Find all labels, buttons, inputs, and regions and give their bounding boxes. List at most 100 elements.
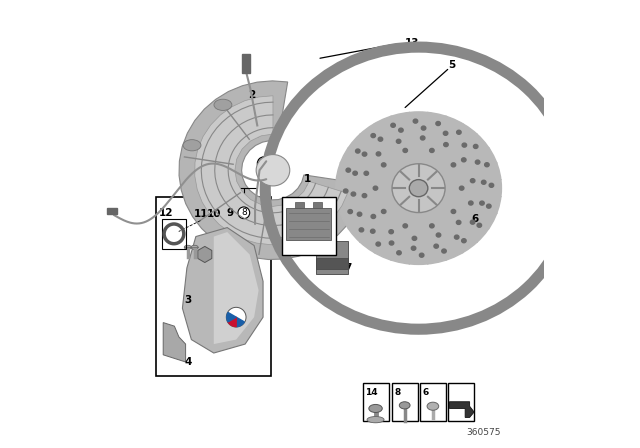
Ellipse shape — [369, 405, 382, 413]
Ellipse shape — [476, 160, 480, 164]
Polygon shape — [348, 219, 358, 233]
Polygon shape — [385, 116, 401, 124]
Ellipse shape — [389, 241, 394, 245]
Polygon shape — [452, 123, 467, 133]
Ellipse shape — [399, 402, 410, 409]
Text: 3: 3 — [184, 295, 191, 305]
Ellipse shape — [256, 155, 290, 186]
Ellipse shape — [348, 210, 353, 214]
FancyBboxPatch shape — [316, 258, 348, 269]
Ellipse shape — [460, 186, 464, 190]
Polygon shape — [488, 204, 497, 219]
Circle shape — [168, 228, 179, 239]
Polygon shape — [436, 116, 452, 124]
Ellipse shape — [359, 228, 364, 232]
FancyBboxPatch shape — [287, 208, 332, 240]
Polygon shape — [371, 244, 385, 254]
Ellipse shape — [346, 168, 351, 172]
Ellipse shape — [436, 121, 440, 125]
Ellipse shape — [389, 230, 394, 234]
Polygon shape — [436, 252, 452, 261]
Ellipse shape — [381, 163, 386, 167]
Text: 8: 8 — [241, 208, 246, 217]
Ellipse shape — [351, 192, 356, 196]
Text: 14: 14 — [259, 159, 269, 168]
Ellipse shape — [462, 143, 467, 147]
Ellipse shape — [183, 140, 201, 151]
Text: 13: 13 — [404, 38, 419, 47]
FancyBboxPatch shape — [392, 383, 418, 421]
Ellipse shape — [434, 244, 438, 248]
Ellipse shape — [429, 148, 434, 152]
Ellipse shape — [214, 99, 232, 110]
Polygon shape — [401, 257, 419, 265]
Ellipse shape — [451, 163, 456, 167]
Polygon shape — [358, 133, 371, 144]
Ellipse shape — [344, 189, 348, 193]
Ellipse shape — [371, 134, 376, 138]
Ellipse shape — [371, 229, 375, 233]
Ellipse shape — [420, 136, 425, 140]
Ellipse shape — [442, 249, 446, 253]
Ellipse shape — [484, 163, 489, 167]
Ellipse shape — [470, 179, 475, 183]
Bar — [243, 54, 250, 73]
Ellipse shape — [191, 246, 198, 249]
Polygon shape — [179, 81, 366, 259]
Ellipse shape — [396, 139, 401, 143]
Ellipse shape — [367, 417, 384, 423]
Text: 2: 2 — [248, 90, 255, 100]
Polygon shape — [419, 112, 436, 119]
Text: 7: 7 — [344, 263, 351, 273]
Ellipse shape — [373, 186, 378, 190]
Ellipse shape — [444, 142, 448, 146]
Polygon shape — [419, 257, 436, 265]
Text: 6: 6 — [422, 388, 429, 397]
Text: 11: 11 — [194, 209, 209, 219]
Ellipse shape — [412, 246, 416, 250]
Polygon shape — [348, 144, 358, 157]
Polygon shape — [214, 232, 259, 344]
Ellipse shape — [371, 215, 376, 219]
Polygon shape — [449, 402, 474, 418]
Ellipse shape — [429, 224, 434, 228]
Ellipse shape — [444, 131, 448, 135]
Ellipse shape — [342, 190, 495, 209]
FancyBboxPatch shape — [448, 383, 474, 421]
Text: 6: 6 — [472, 214, 479, 224]
Ellipse shape — [461, 158, 466, 162]
Text: 14: 14 — [365, 388, 378, 397]
Ellipse shape — [399, 128, 403, 132]
FancyBboxPatch shape — [157, 197, 271, 376]
Text: 9: 9 — [227, 208, 234, 218]
Text: 8: 8 — [394, 388, 401, 397]
Polygon shape — [467, 133, 479, 144]
Polygon shape — [493, 188, 502, 204]
Polygon shape — [452, 244, 467, 254]
Ellipse shape — [457, 130, 461, 134]
Bar — [108, 208, 117, 214]
Ellipse shape — [480, 201, 484, 205]
Polygon shape — [479, 144, 490, 157]
Polygon shape — [163, 323, 186, 362]
Polygon shape — [340, 204, 349, 219]
Text: 5: 5 — [449, 60, 456, 70]
FancyBboxPatch shape — [314, 202, 323, 208]
Polygon shape — [335, 188, 344, 204]
Polygon shape — [493, 172, 502, 188]
Polygon shape — [195, 96, 348, 245]
Polygon shape — [479, 219, 490, 233]
FancyBboxPatch shape — [316, 241, 348, 274]
Ellipse shape — [378, 137, 383, 141]
Ellipse shape — [376, 152, 381, 156]
Ellipse shape — [362, 194, 367, 198]
Ellipse shape — [381, 210, 386, 214]
Ellipse shape — [468, 201, 473, 205]
Circle shape — [227, 307, 246, 327]
Polygon shape — [467, 233, 479, 244]
Ellipse shape — [419, 253, 424, 257]
FancyBboxPatch shape — [282, 197, 335, 255]
Text: 360575: 360575 — [467, 428, 500, 437]
Text: 1: 1 — [304, 174, 311, 184]
Polygon shape — [488, 157, 497, 172]
